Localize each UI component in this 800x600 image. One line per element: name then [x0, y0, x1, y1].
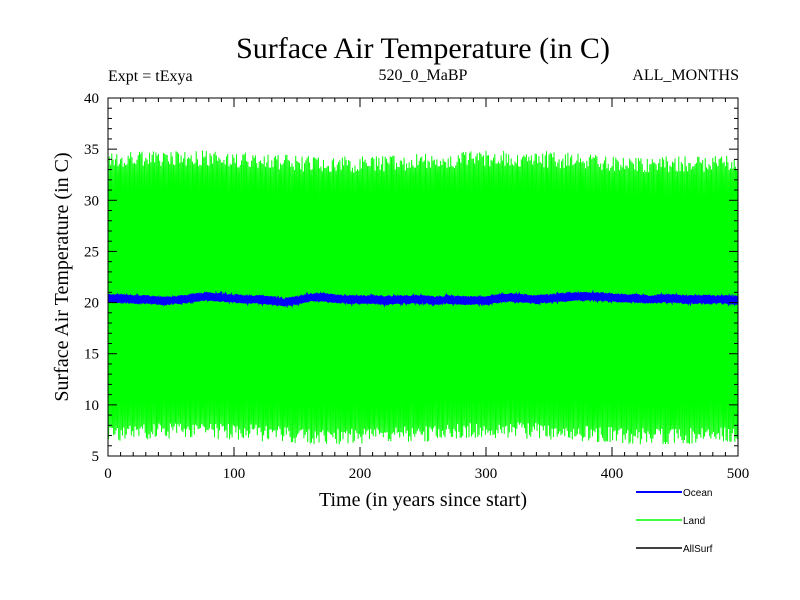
x-tick-label: 0: [104, 466, 112, 482]
y-tick-label: 30: [84, 193, 99, 209]
series-ocean-layer: [108, 289, 738, 309]
legend-label-allsurf: AllSurf: [683, 544, 713, 555]
y-axis-label: Surface Air Temperature (in C): [51, 152, 73, 401]
y-tick-label: 40: [84, 91, 99, 107]
y-tick-label: 35: [84, 142, 99, 158]
legend-label-land: Land: [683, 516, 705, 527]
y-tick-label: 5: [92, 449, 100, 465]
x-tick-label: 300: [475, 466, 498, 482]
y-tick-label: 20: [84, 296, 99, 312]
plot-area: [108, 150, 738, 445]
x-axis-label: Time (in years since start): [319, 489, 527, 511]
series-land-layer: [108, 150, 738, 445]
subtitle-center: 520_0_MaBP: [379, 67, 468, 84]
legend-label-ocean: Ocean: [683, 488, 712, 499]
y-tick-label: 25: [84, 244, 99, 260]
x-tick-label: 100: [223, 466, 246, 482]
y-tick-label: 15: [84, 347, 99, 363]
chart-title: Surface Air Temperature (in C): [236, 32, 610, 65]
series-land-line: [108, 150, 738, 445]
subtitle-right: ALL_MONTHS: [632, 67, 739, 84]
y-axis: 5 10 15 20 25 30 35 40: [84, 91, 738, 465]
legend: Ocean Land AllSurf: [636, 488, 713, 555]
series-ocean-line: [108, 289, 738, 309]
subtitle-left: Expt = tExya: [108, 68, 193, 85]
x-tick-label: 200: [349, 466, 372, 482]
x-tick-label: 400: [601, 466, 624, 482]
x-axis: 0 100 200 300 400 500: [104, 98, 749, 482]
x-tick-label: 500: [727, 466, 750, 482]
y-tick-label: 10: [84, 398, 99, 414]
